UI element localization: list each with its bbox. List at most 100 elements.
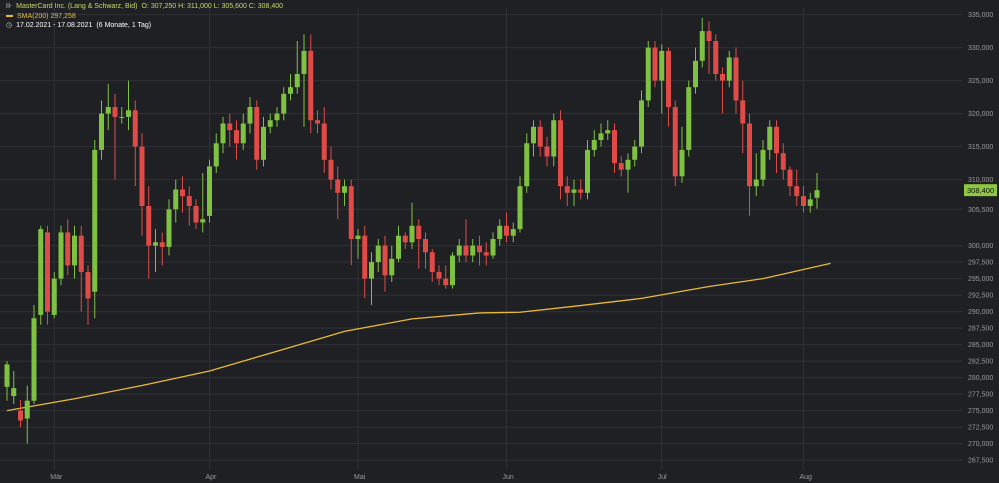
candle-body [375,245,381,263]
y-axis: 267,500 270,000 272,500 275,000 277,500 280,0… [968,12,993,465]
candle-body [706,31,712,41]
candle-body [753,179,759,187]
candle-body [294,74,300,88]
candle-body [119,116,125,118]
candle-body [497,225,503,239]
instrument-name: MasterCard Inc. (Lang & Schwarz, Bid) [16,3,138,10]
candle-body [780,153,786,170]
last-price-tag: 308,400 [964,184,997,197]
candle-body [139,146,145,206]
candles-layer [4,17,820,444]
candle-body [227,123,233,131]
candle-body [429,252,435,272]
candle-body [713,41,719,74]
candle-body [625,159,631,170]
y-tick-label: 320,000 [968,111,993,118]
y-tick-label: 282,500 [968,359,993,366]
y-tick-label: 280,000 [968,375,993,382]
candle-body [686,87,692,150]
candle-body [672,107,678,177]
candle-body [254,107,260,160]
candle-body [787,169,793,187]
clock-icon: ◷ [6,22,13,29]
candle-body [551,120,557,157]
y-tick-label: 335,000 [968,12,993,19]
candle-body [24,400,30,419]
y-tick-label: 295,000 [968,276,993,283]
candle-body [767,126,773,150]
candle-body [220,123,226,144]
candle-body [524,143,530,187]
candle-body [11,388,17,397]
candle-body [591,140,597,150]
candle-body [38,229,44,315]
candle-body [699,31,705,61]
candle-body [166,209,172,247]
candle-body [301,50,307,74]
candle-body [247,107,253,124]
candle-body [632,146,638,160]
candle-body [679,149,685,177]
y-tick-label: 305,500 [968,207,993,214]
candle-body [200,219,206,223]
candle-body [774,126,779,154]
candle-body [726,57,732,81]
candle-body [544,146,550,157]
candle-body [801,196,806,206]
candle-body [146,206,152,246]
candle-body [207,166,212,216]
candle-body [612,130,617,164]
candle-body [362,235,368,279]
candle-body [78,235,84,272]
candle-body [261,126,266,160]
candle-body [274,113,280,121]
candle-body [510,229,516,236]
candle-body [153,242,158,246]
candle-body [733,57,739,101]
candle-body [571,189,577,193]
price-tag-box [964,184,997,197]
candle-body [814,190,820,198]
candle-body [4,364,10,387]
sma-line [6,262,831,412]
candle-body [645,47,651,101]
candle-body [456,245,462,256]
y-tick-label: 285,000 [968,342,993,349]
candle-body [335,179,341,193]
candle-body [531,126,536,144]
candle-body [423,239,428,253]
candle-body [234,130,239,144]
candle-body [288,87,293,94]
candle-body [443,278,449,286]
candle-body [267,120,273,127]
y-tick-label: 300,000 [968,243,993,250]
chart-legend: ⊪ MasterCard Inc. (Lang & Schwarz, Bid) … [6,2,283,31]
y-tick-label: 290,000 [968,309,993,316]
candle-body [470,245,476,256]
candle-body [65,232,71,266]
grid-lines [0,8,962,470]
candle-body [85,272,91,299]
candle-body [747,123,752,187]
date-range: 17.02.2021 - 17.08.2021 [16,22,93,29]
candle-body [321,123,327,160]
candle-body [186,196,192,206]
candle-body [666,50,671,107]
candle-body [58,232,64,279]
candle-body [396,235,401,259]
candle-body [605,130,611,134]
candle-body [807,199,813,206]
y-tick-label: 330,000 [968,45,993,52]
y-tick-label: 287,500 [968,326,993,333]
candle-body [537,126,543,147]
y-tick-label: 270,000 [968,441,993,448]
candle-body [51,278,57,315]
candle-body [355,235,361,239]
candle-body [369,262,374,279]
candle-body [740,100,746,124]
y-tick-label: 310,000 [968,177,993,184]
range-note: (6 Monate, 1 Tag) [96,22,152,29]
candle-body [618,163,624,170]
chart-icon: ⊪ [6,3,13,10]
